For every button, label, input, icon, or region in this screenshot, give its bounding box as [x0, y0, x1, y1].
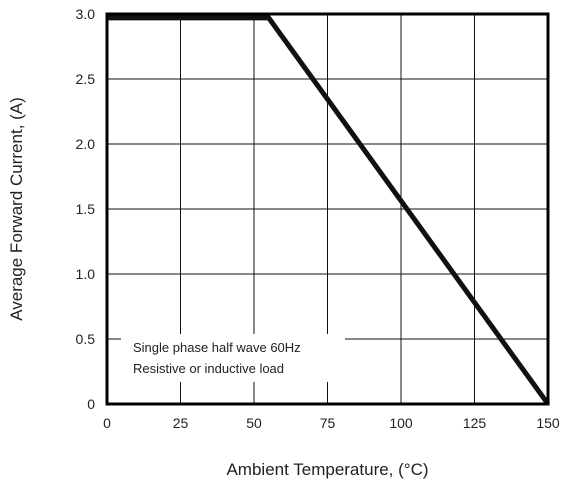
series-lines: [107, 15, 551, 406]
plot-frame: [105, 12, 550, 406]
tick-labels: 0 25 50 75 100 125 150 0 0.5 1.0 1.5 2.0 2.5 3.0: [76, 6, 560, 431]
y-tick-label: 2.5: [76, 71, 96, 87]
y-tick-label: 1.5: [76, 201, 96, 217]
y-tick-label: 2.0: [76, 136, 96, 152]
x-tick-label: 100: [389, 415, 413, 431]
annotation-line: Single phase half wave 60Hz: [133, 340, 301, 355]
x-tick-label: 125: [463, 415, 487, 431]
y-tick-label: 1.0: [76, 266, 96, 282]
x-axis-label: Ambient Temperature, (°C): [226, 460, 428, 479]
annotation-box: [121, 334, 345, 382]
y-tick-label: 3.0: [76, 6, 96, 22]
y-axis-label: Average Forward Current, (A): [7, 97, 26, 321]
x-tick-label: 25: [173, 415, 189, 431]
x-tick-label: 0: [103, 415, 111, 431]
y-tick-label: 0: [87, 396, 95, 412]
annotation-line: Resistive or inductive load: [133, 361, 284, 376]
x-tick-label: 150: [536, 415, 560, 431]
x-tick-label: 75: [320, 415, 336, 431]
series-line: [107, 15, 551, 406]
y-tick-label: 0.5: [76, 331, 96, 347]
x-tick-label: 50: [246, 415, 262, 431]
annotation: Single phase half wave 60Hz Resistive or …: [133, 340, 301, 376]
